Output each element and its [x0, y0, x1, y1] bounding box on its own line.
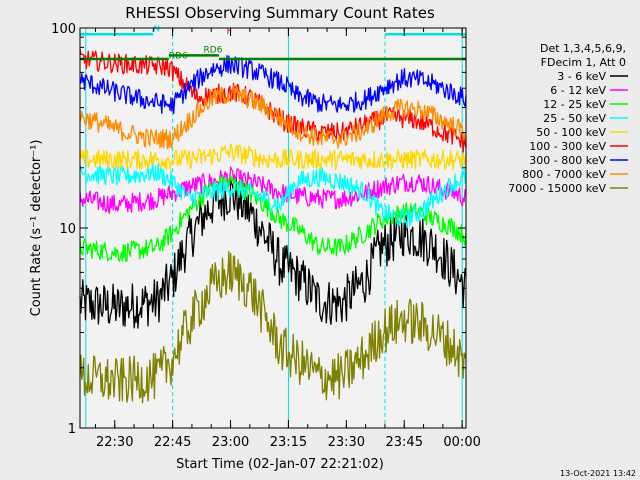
- legend-label: 12 - 25 keV: [543, 98, 606, 111]
- series-800-7000keV: [79, 85, 467, 150]
- series-line: [79, 85, 467, 150]
- legend-label: 3 - 6 keV: [557, 70, 606, 83]
- legend-label: 300 - 800 keV: [529, 154, 606, 167]
- legend-label: 25 - 50 keV: [543, 112, 606, 125]
- series-300-800keV: [79, 55, 467, 115]
- annotation-label: RD6: [204, 45, 223, 55]
- legend-label: 50 - 100 keV: [536, 126, 606, 139]
- x-tick-label: 00:00: [443, 435, 480, 450]
- annotations: N RD6 RD6 F: [153, 24, 232, 61]
- y-tick-label: 10: [59, 222, 76, 237]
- legend-label: 6 - 12 keV: [550, 84, 606, 97]
- legend-label: 800 - 7000 keV: [522, 168, 606, 181]
- series-line: [79, 143, 467, 171]
- x-tick-label: 23:45: [386, 435, 423, 450]
- y-tick-label: 100: [51, 22, 76, 37]
- y-tick-label: 1: [68, 422, 76, 437]
- series-line: [79, 48, 467, 153]
- legend-label: 100 - 300 keV: [529, 140, 606, 153]
- legend-header: FDecim 1, Att 0: [541, 56, 626, 69]
- x-tick-label: 23:15: [270, 435, 307, 450]
- x-axis-label: Start Time (02-Jan-07 22:21:02): [176, 457, 384, 472]
- legend-header: Det 1,3,4,5,6,9,: [540, 42, 626, 55]
- x-tick-label: 22:45: [154, 435, 191, 450]
- annotation-label: RD6: [169, 51, 188, 61]
- footer-date: 13-Oct-2021 13:42: [560, 469, 636, 478]
- chart-title: RHESSI Observing Summary Count Rates: [125, 4, 435, 22]
- series-100-300keV: [79, 48, 467, 153]
- axes: 1 10 100 22:30 22:45 23:00 23:15 23:30 23:45 00:0…: [51, 22, 481, 450]
- series-layer: [79, 48, 467, 404]
- series-3-6keV: [79, 177, 467, 329]
- x-tick-label: 23:00: [212, 435, 249, 450]
- x-tick-label: 23:30: [328, 435, 365, 450]
- series-line: [79, 55, 467, 115]
- legend-label: 7000 - 15000 keV: [508, 182, 606, 195]
- series-line: [79, 177, 467, 329]
- series-6-12keV: [79, 166, 467, 215]
- series-line: [79, 162, 467, 229]
- series-line: [79, 250, 467, 404]
- series-7000-15000keV: [79, 250, 467, 404]
- y-axis-label: Count Rate (s⁻¹ detector⁻¹): [29, 140, 44, 317]
- x-tick-label: 22:30: [96, 435, 133, 450]
- series-25-50keV: [79, 162, 467, 229]
- series-line: [79, 166, 467, 215]
- legend: Det 1,3,4,5,6,9,FDecim 1, Att 03 - 6 keV…: [508, 42, 628, 195]
- state-lines: [80, 33, 466, 61]
- annotation-label: N: [153, 24, 160, 34]
- series-50-100keV: [79, 143, 467, 171]
- annotation-label: F: [227, 27, 232, 37]
